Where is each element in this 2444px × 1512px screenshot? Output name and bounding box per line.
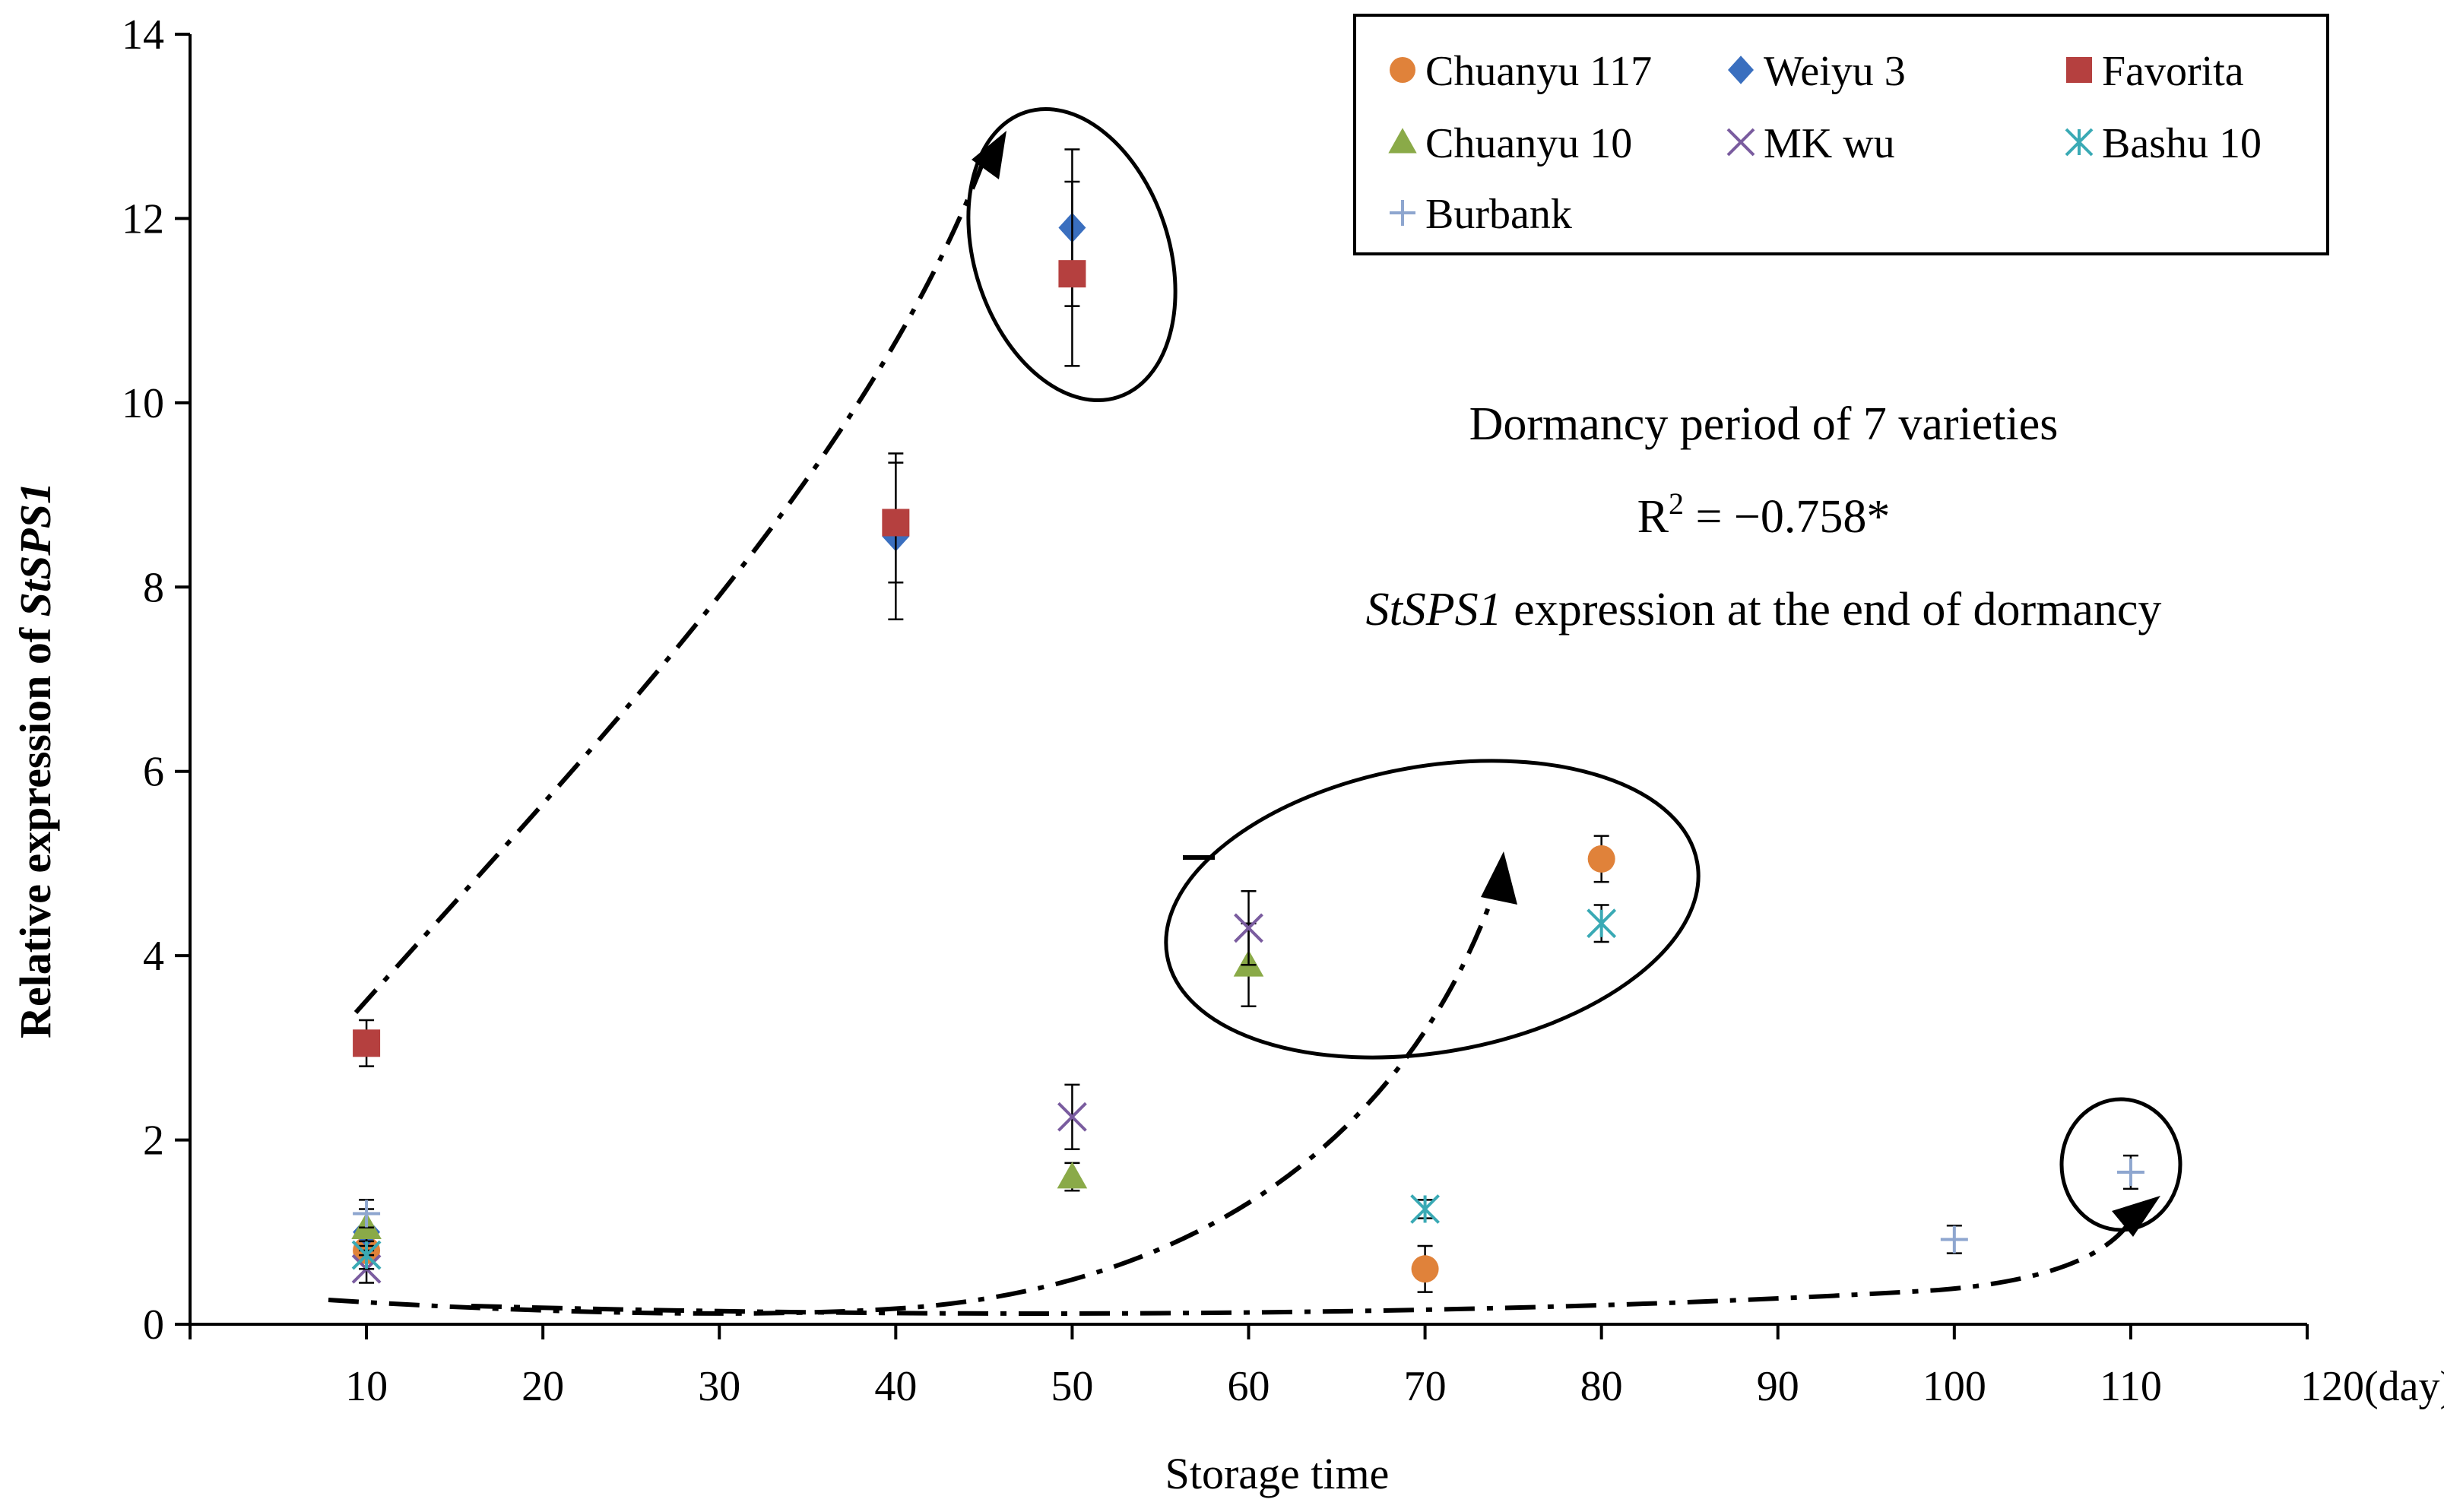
annotation-expression-note: StSPS1 expression at the end of dormancy — [1366, 584, 2162, 636]
trend-arrow-late — [471, 1222, 2131, 1316]
y-tick-label: 4 — [143, 933, 164, 980]
annotation-r2-sup: 2 — [1669, 487, 1684, 521]
legend-entry-label: Chuanyu 10 — [1425, 120, 1632, 167]
data-point — [1058, 260, 1086, 288]
x-tick-label: 60 — [1228, 1363, 1270, 1410]
legend-marker — [1726, 128, 1755, 157]
x-tick-label: 90 — [1757, 1363, 1799, 1410]
trend-arrow-early — [353, 147, 991, 1014]
ellipse-early-group — [966, 107, 1178, 402]
data-point — [2116, 1159, 2144, 1186]
legend-marker — [1388, 128, 1417, 154]
y-tick-label: 6 — [143, 749, 164, 796]
y-tick-label: 12 — [122, 195, 164, 242]
y-tick-label: 14 — [122, 11, 164, 59]
annotation-dormancy-title: Dormancy period of 7 varieties — [1469, 398, 2059, 450]
legend-box — [1353, 14, 2329, 255]
axis-ticks: 0 2 4 6 8 10 12 14 10 20 30 40 50 60 70 80 90 100 110 120 — [122, 11, 2364, 1410]
series-bashu-10 — [351, 904, 1617, 1270]
data-point — [1057, 1102, 1087, 1132]
data-point — [1940, 1225, 1968, 1254]
data-point — [353, 1029, 381, 1057]
series-burbank — [353, 1154, 2144, 1254]
trend-arrow-middle — [328, 892, 1496, 1316]
arrow-head-early — [972, 131, 1006, 179]
legend-entry-label: MK wu — [1764, 120, 1895, 167]
legend-marker — [1728, 55, 1754, 84]
legend-entry-label: Chuanyu 117 — [1425, 48, 1652, 95]
x-tick-label: 10 — [345, 1363, 388, 1410]
arrow-head-middle — [1481, 851, 1517, 905]
x-tick-label: 30 — [698, 1363, 740, 1410]
annotation-r2: R2 = −0.758* — [1637, 487, 1891, 543]
data-point — [1587, 845, 1615, 873]
y-tick-label: 2 — [143, 1117, 164, 1165]
x-tick-label: 40 — [874, 1363, 917, 1410]
data-point — [882, 509, 910, 537]
y-tick-label: 10 — [122, 380, 164, 427]
y-tick-label: 8 — [143, 564, 164, 611]
x-tick-label: 100 — [1923, 1363, 1986, 1410]
y-axis-title-prefix: Relative expression of — [11, 617, 60, 1038]
annotation-r2-prefix: R — [1637, 491, 1669, 543]
ellipse-middle-group — [1164, 759, 1701, 1060]
x-tick-label: 20 — [521, 1363, 564, 1410]
legend-marker — [2066, 57, 2092, 83]
legend-marker — [1390, 200, 1415, 226]
data-point — [1234, 913, 1263, 943]
legend-marker — [2065, 128, 2094, 157]
annotation-r2-value: = −0.758* — [1684, 491, 1890, 543]
x-axis-unit-label: (day) — [2364, 1363, 2444, 1410]
x-tick-label: 120 — [2300, 1363, 2364, 1410]
data-point — [351, 1240, 382, 1270]
annotation-expression-text: expression at the end of dormancy — [1502, 584, 2162, 636]
ellipse-late-group — [2059, 1097, 2182, 1232]
legend-entry-label: Bashu 10 — [2102, 120, 2262, 167]
legend-marker — [1390, 57, 1415, 83]
data-point — [1057, 1162, 1088, 1189]
x-tick-label: 80 — [1580, 1363, 1623, 1410]
data-point — [1411, 1255, 1439, 1283]
annotation-gene-name: StSPS1 — [1366, 584, 1502, 636]
legend-entry-label: Burbank — [1425, 191, 1572, 238]
annotation-shapes — [328, 107, 2182, 1316]
x-tick-label: 50 — [1051, 1363, 1093, 1410]
legend-entry-label: Weiyu 3 — [1764, 48, 1906, 95]
x-tick-label: 70 — [1404, 1363, 1447, 1410]
legend-entry-label: Favorita — [2102, 48, 2244, 95]
data-point — [1587, 908, 1617, 939]
legend: Chuanyu 117 Weiyu 3 Favorita Chuanyu 10 MK w… — [1353, 14, 2329, 255]
y-axis-title-gene: StSPS1 — [11, 482, 60, 617]
data-point — [353, 1200, 381, 1228]
data-point — [1410, 1194, 1440, 1224]
series-mk-wu — [351, 890, 1263, 1284]
y-tick-label: 0 — [143, 1301, 164, 1349]
arrow-head-late — [2112, 1196, 2160, 1237]
plot-area — [351, 148, 2144, 1293]
x-tick-label: 110 — [2100, 1363, 2162, 1410]
y-axis-title: Relative expression of StSPS1 — [11, 482, 60, 1038]
x-axis-title: Storage time — [1165, 1449, 1390, 1498]
series-favorita — [353, 180, 1086, 1067]
